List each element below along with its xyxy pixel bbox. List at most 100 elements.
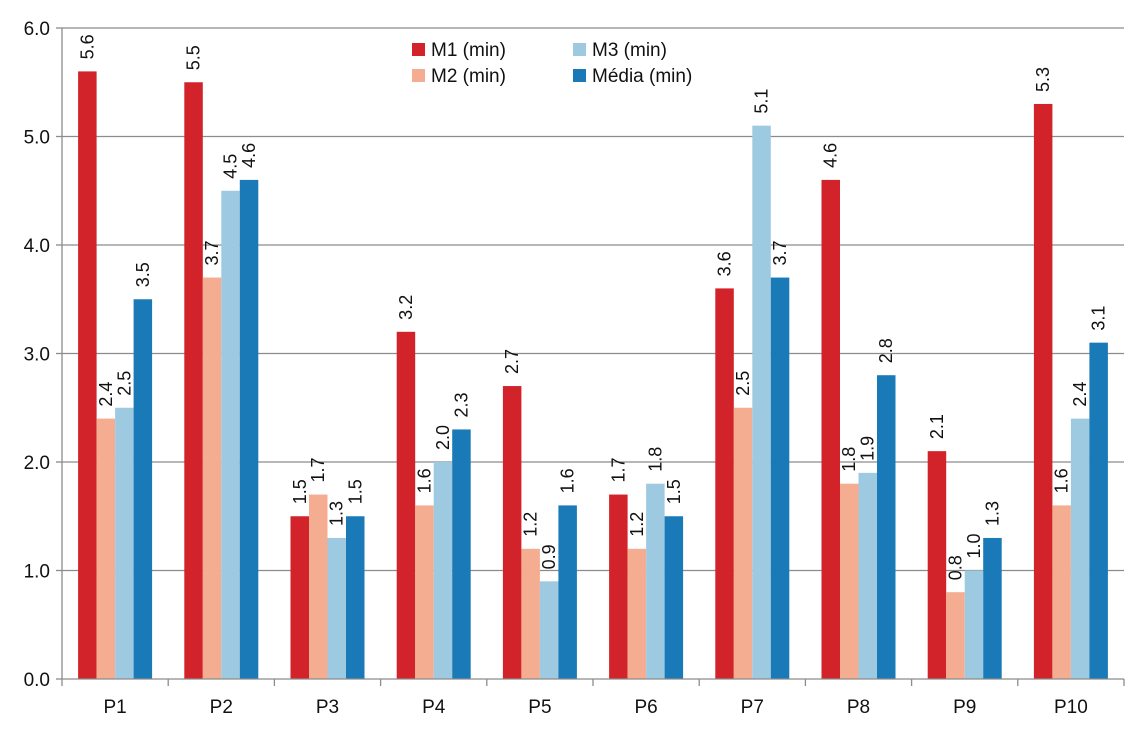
data-label: 1.3 <box>982 501 1002 526</box>
data-label: 2.8 <box>876 338 896 363</box>
bar <box>752 125 771 679</box>
data-label: 1.2 <box>521 512 541 537</box>
data-label: 4.5 <box>221 154 241 179</box>
data-label: 1.5 <box>664 479 684 504</box>
bar <box>239 179 259 679</box>
bar <box>433 462 453 679</box>
legend-label: M1 (min) <box>431 40 506 61</box>
x-category-label: P1 <box>103 697 126 718</box>
bar <box>646 483 665 679</box>
bar <box>133 299 153 679</box>
bar <box>1089 342 1108 679</box>
y-tick-label: 5.0 <box>24 128 50 149</box>
data-label: 4.6 <box>239 143 259 168</box>
bar <box>96 418 116 679</box>
legend-swatch <box>412 43 425 56</box>
bar <box>627 548 647 679</box>
data-label: 1.6 <box>414 468 434 493</box>
legend-swatch <box>573 69 586 82</box>
data-label: 3.7 <box>770 241 790 266</box>
y-tick-label: 2.0 <box>24 453 50 474</box>
data-label: 1.6 <box>558 468 578 493</box>
y-tick-label: 1.0 <box>24 562 50 583</box>
data-label: 1.0 <box>964 533 984 558</box>
bar <box>664 516 684 679</box>
bar <box>346 516 365 679</box>
bar <box>78 71 97 679</box>
x-category-label: P10 <box>1054 697 1088 718</box>
bar <box>927 451 947 679</box>
data-label: 1.9 <box>858 436 878 461</box>
data-label: 3.1 <box>1089 306 1109 331</box>
bar <box>1033 103 1053 679</box>
data-label: 3.6 <box>715 251 735 276</box>
legend-label: M3 (min) <box>592 40 667 61</box>
bar <box>733 407 753 679</box>
y-tick-label: 3.0 <box>24 345 50 366</box>
y-tick-label: 6.0 <box>24 19 50 40</box>
data-label: 5.3 <box>1033 67 1053 92</box>
bar <box>558 505 577 679</box>
y-tick-label: 0.0 <box>24 670 50 691</box>
data-label: 2.4 <box>96 382 116 407</box>
bar <box>327 537 346 679</box>
data-label: 1.7 <box>608 458 628 483</box>
data-label: 2.4 <box>1070 382 1090 407</box>
legend-label: Média (min) <box>592 66 692 87</box>
data-label: 1.5 <box>290 479 310 504</box>
data-label: 2.5 <box>114 371 134 396</box>
bar <box>115 407 134 679</box>
bar <box>715 288 734 679</box>
data-label: 3.7 <box>202 241 222 266</box>
axes: 0.0 1.0 2.0 3.0 4.0 5.0 6.0 P1 P2 P3 P4 P5 P6 P7 P8 P9 P… <box>24 19 1125 718</box>
bar <box>770 277 790 679</box>
data-label: 1.5 <box>345 479 365 504</box>
bar <box>539 581 559 679</box>
bar <box>521 548 540 679</box>
bar <box>1070 418 1090 679</box>
x-category-label: P9 <box>953 697 976 718</box>
bar <box>964 570 984 679</box>
data-labels: 5.62.42.53.55.53.74.54.61.51.71.31.53.21… <box>77 34 1108 580</box>
bar <box>415 505 434 679</box>
data-label: 2.3 <box>451 392 471 417</box>
data-label: 2.5 <box>733 371 753 396</box>
bar <box>309 494 328 679</box>
data-label: 5.6 <box>77 34 97 59</box>
x-category-label: P7 <box>741 697 764 718</box>
data-label: 0.8 <box>945 555 965 580</box>
bar <box>452 429 471 679</box>
data-label: 0.9 <box>539 544 559 569</box>
data-label: 2.7 <box>502 349 522 374</box>
data-label: 1.7 <box>308 458 328 483</box>
bar <box>946 592 965 679</box>
bar <box>1052 505 1071 679</box>
x-category-label: P3 <box>316 697 339 718</box>
x-category-label: P5 <box>528 697 551 718</box>
bar <box>396 331 416 679</box>
y-tick-label: 4.0 <box>24 236 50 257</box>
data-label: 1.8 <box>839 447 859 472</box>
bars <box>78 71 1108 679</box>
legend-label: M2 (min) <box>431 66 506 87</box>
data-label: 3.5 <box>133 262 153 287</box>
bar <box>290 516 309 679</box>
bar <box>184 82 203 679</box>
x-category-label: P4 <box>422 697 446 718</box>
legend: M1 (min) M2 (min) M3 (min) Média (min) <box>412 40 692 87</box>
data-label: 1.3 <box>327 501 347 526</box>
data-label: 4.6 <box>821 143 841 168</box>
x-category-label: P6 <box>634 697 657 718</box>
bar <box>858 472 877 679</box>
data-label: 3.2 <box>396 295 416 320</box>
data-label: 1.2 <box>627 512 647 537</box>
bar <box>202 277 222 679</box>
bar <box>821 179 840 679</box>
bar <box>877 375 896 679</box>
data-label: 2.0 <box>433 425 453 450</box>
data-label: 1.8 <box>645 447 665 472</box>
data-label: 2.1 <box>927 414 947 439</box>
bar <box>840 483 859 679</box>
